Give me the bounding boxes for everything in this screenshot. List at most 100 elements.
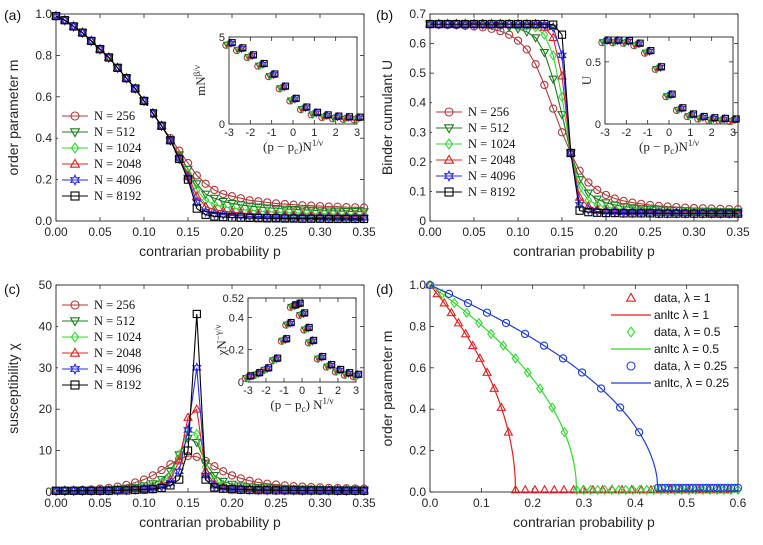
inset-point — [666, 89, 676, 100]
inset-point — [272, 353, 281, 364]
series-point — [619, 209, 628, 218]
analytic-curve — [429, 284, 659, 493]
series-point — [513, 25, 523, 35]
series-point — [332, 485, 343, 494]
inset-point — [267, 71, 275, 81]
inset-point — [325, 361, 332, 371]
y-tick-label: 1.0 — [409, 278, 426, 292]
inset-point — [245, 371, 254, 382]
series-point — [280, 214, 289, 223]
inset-point — [634, 38, 644, 49]
series-point — [201, 210, 210, 219]
series-point — [549, 104, 558, 113]
series-point — [271, 214, 281, 223]
series-point — [122, 74, 131, 83]
series-point — [724, 207, 735, 217]
data-point — [503, 426, 514, 436]
series-point — [192, 309, 201, 319]
series-point — [452, 19, 461, 29]
series-point — [289, 214, 298, 223]
series-point — [130, 483, 141, 493]
plot-area — [429, 284, 739, 493]
series-point — [575, 206, 584, 215]
inset-point — [696, 113, 704, 123]
series-point — [548, 32, 559, 42]
series-point — [297, 484, 308, 494]
legend-marker — [70, 380, 80, 390]
y-tick-label: 0.2 — [409, 444, 426, 458]
legend-entry: N = 2048 — [468, 153, 515, 167]
series-point — [210, 462, 219, 471]
x-axis-label: contrarian probability p — [513, 243, 655, 259]
y-tick-label: 20 — [39, 402, 53, 416]
y-tick-label: 0.4 — [229, 312, 244, 324]
y-tick-label: 40 — [39, 319, 53, 333]
x-tick-label: 0.30 — [308, 225, 332, 239]
series-point — [157, 483, 166, 493]
inset-point — [319, 352, 327, 361]
data-point — [539, 484, 550, 494]
series-line — [55, 15, 364, 220]
y-tick-label: 0.6 — [409, 37, 426, 51]
inset-point — [333, 111, 342, 122]
legend-marker — [626, 361, 636, 371]
series-point — [288, 205, 299, 215]
data-point — [520, 484, 531, 494]
series-point — [549, 50, 558, 61]
data-point — [634, 428, 644, 437]
inset-point — [292, 94, 300, 102]
data-point — [501, 318, 511, 328]
legend-entry: data, λ = 0.5 — [654, 325, 721, 339]
inset-point — [677, 103, 686, 114]
series-point — [112, 484, 123, 494]
analytic-curve — [429, 284, 517, 493]
inset-point — [679, 104, 687, 112]
legend-marker — [70, 111, 80, 121]
inset-point — [283, 335, 291, 343]
inset-point — [256, 369, 264, 377]
series-point — [707, 209, 716, 218]
series-point — [131, 84, 140, 93]
data-point — [649, 484, 658, 496]
legend-entry: N = 512 — [94, 125, 135, 139]
x-tick-label: 0.4 — [627, 496, 644, 510]
series-point — [513, 19, 523, 29]
series-point — [592, 195, 603, 205]
series-point — [253, 484, 264, 493]
series-point — [628, 209, 637, 218]
data-point — [559, 484, 569, 494]
series-point — [218, 197, 229, 207]
inset-point — [343, 369, 350, 379]
data-point — [548, 402, 557, 413]
series-point — [200, 206, 211, 218]
x-tick-label: 0.5 — [678, 496, 695, 510]
data-point — [496, 402, 507, 411]
series-point — [583, 189, 594, 199]
series-point — [487, 19, 496, 29]
series-point — [192, 428, 201, 440]
x-tick-label: 0.15 — [176, 496, 200, 510]
x-tick-label: 0.0 — [422, 496, 439, 510]
y-tick-label: 0.4 — [409, 96, 426, 110]
series-point — [201, 195, 210, 206]
series-point — [359, 485, 369, 494]
series-point — [219, 212, 228, 222]
inset-point — [281, 334, 290, 345]
x-tick-label: 0.05 — [462, 225, 486, 239]
x-axis-label: contrarian probability p — [513, 514, 655, 530]
inset-point — [655, 62, 665, 73]
series-point — [715, 207, 726, 217]
x-tick-label: 0.20 — [594, 225, 618, 239]
inset-point — [645, 46, 654, 57]
x-tick-label: 0 — [299, 385, 305, 397]
panel-tag: (b) — [376, 7, 393, 23]
data-point — [706, 484, 714, 496]
inset-point — [290, 93, 300, 104]
series-point — [351, 486, 360, 495]
x-tick-label: 0.00 — [44, 496, 68, 510]
data-point — [530, 484, 540, 494]
series-point — [192, 204, 201, 213]
series-point — [583, 200, 594, 210]
inset-point — [611, 37, 619, 47]
y-tick-label: 1.0 — [35, 7, 52, 21]
